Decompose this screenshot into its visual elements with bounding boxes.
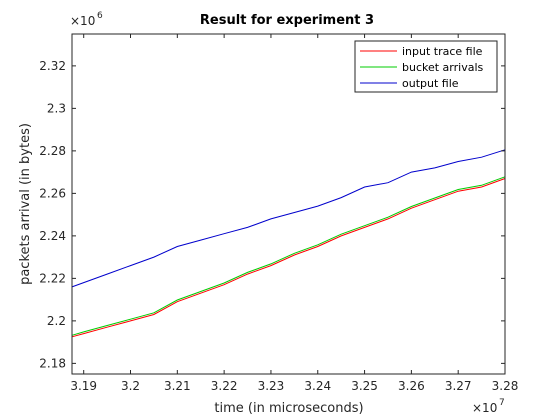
x-multiplier-base: ×10 [472,401,497,415]
x-tick-label: 3.28 [492,379,519,393]
x-tick-label: 3.2 [121,379,140,393]
x-tick-label: 3.22 [211,379,238,393]
y-tick-label: 2.24 [39,229,66,243]
y-tick-label: 2.28 [39,144,66,158]
x-tick-label: 3.23 [258,379,285,393]
y-multiplier-base: ×10 [70,14,95,28]
x-tick-label: 3.27 [445,379,472,393]
y-tick-label: 2.32 [39,59,66,73]
y-axis-label: packets arrival (in bytes) [18,123,33,285]
y-tick-labels: 2.18 2.2 2.22 2.24 2.26 2.28 2.3 2.32 [39,59,66,371]
x-tick-label: 3.21 [164,379,191,393]
series-group [71,149,506,338]
x-tick-label: 3.25 [351,379,378,393]
y-tick-label: 2.2 [47,314,66,328]
y-tick-label: 2.22 [39,271,66,285]
y-axis-multiplier: ×10 6 [70,11,103,28]
x-multiplier-exponent: 7 [499,398,505,408]
legend-label-3: output file [402,77,459,90]
series-line-1 [71,178,506,338]
x-tick-labels: 3.19 3.2 3.21 3.22 3.23 3.24 3.25 3.26 3.27 3.28 [70,379,518,393]
series-line-2 [71,176,506,336]
x-axis-multiplier: ×10 7 [472,398,505,415]
y-tick-label: 2.18 [39,356,66,370]
x-tick-label: 3.24 [304,379,331,393]
y-multiplier-exponent: 6 [97,11,103,21]
legend-label-1: input trace file [402,45,483,58]
axes-box [71,33,506,375]
y-tick-label: 2.26 [39,186,66,200]
legend: input trace file bucket arrivals output fi… [354,40,498,93]
series-line-3 [71,149,506,288]
x-tick-label: 3.26 [398,379,425,393]
y-tick-label: 2.3 [47,101,66,115]
legend-label-2: bucket arrivals [402,61,484,74]
ticks-group [72,34,506,374]
x-axis-label: time (in microseconds) [214,401,363,416]
chart-title: Result for experiment 3 [200,13,374,28]
x-tick-label: 3.19 [70,379,97,393]
